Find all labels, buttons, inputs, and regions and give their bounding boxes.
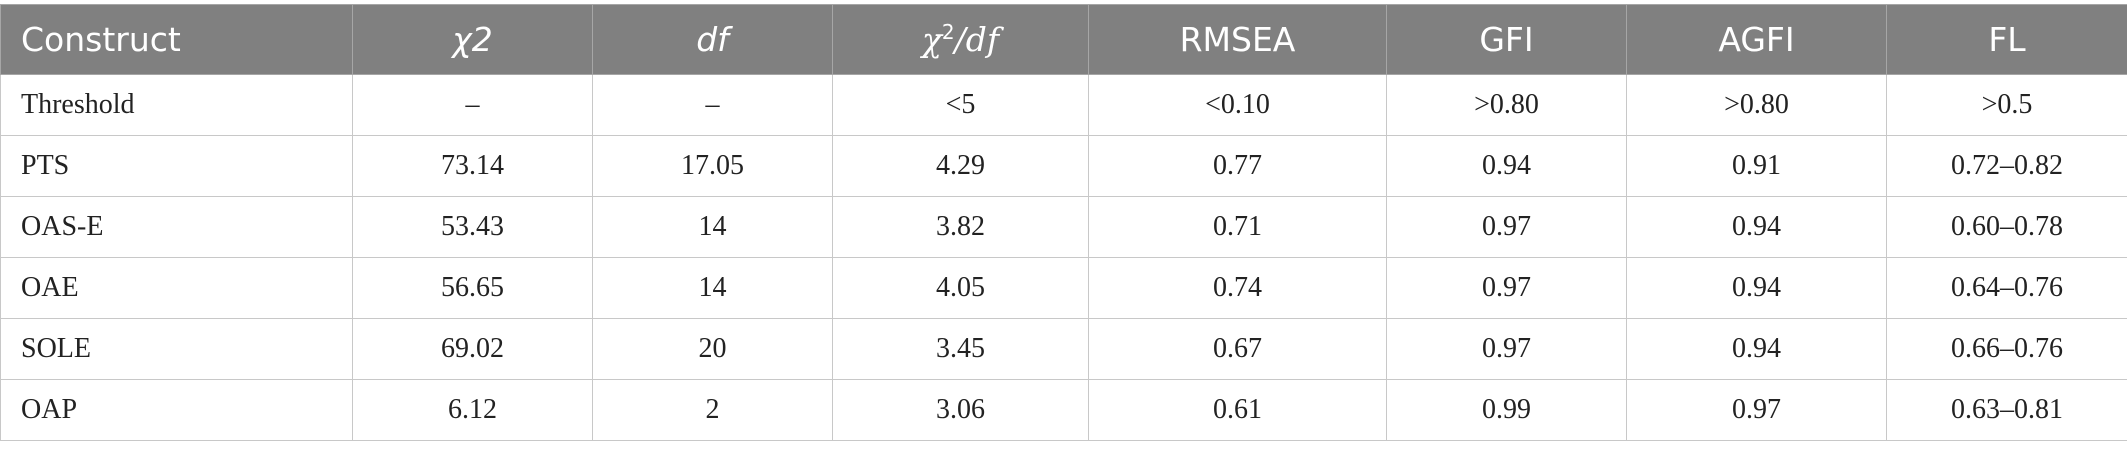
header-fl: FL [1886, 4, 2127, 75]
header-chi2-df-rest: /df [954, 20, 1000, 59]
header-construct: Construct [0, 4, 353, 75]
header-agfi: AGFI [1626, 4, 1887, 75]
cell-chi2-df: 4.29 [832, 135, 1089, 197]
cell-rmsea: 0.77 [1088, 135, 1387, 197]
cell-chi2-df: 4.05 [832, 257, 1089, 319]
cell-rmsea: 0.61 [1088, 379, 1387, 441]
table-row: OAS-E 53.43 14 3.82 0.71 0.97 0.94 0.60–… [0, 196, 2127, 258]
cell-construct: OAP [0, 379, 353, 441]
cell-rmsea: <0.10 [1088, 74, 1387, 136]
header-df: df [592, 4, 833, 75]
cell-fl: 0.64–0.76 [1886, 257, 2127, 319]
cell-fl: 0.60–0.78 [1886, 196, 2127, 258]
cell-chi2: 53.43 [352, 196, 593, 258]
header-rmsea: RMSEA [1088, 4, 1387, 75]
cell-chi2-df: 3.82 [832, 196, 1089, 258]
table-row: OAE 56.65 14 4.05 0.74 0.97 0.94 0.64–0.… [0, 257, 2127, 319]
cell-gfi: 0.97 [1386, 318, 1627, 380]
header-chi2-df: χ2/df [832, 4, 1089, 75]
cell-df: – [592, 74, 833, 136]
cell-chi2: 6.12 [352, 379, 593, 441]
cell-chi2-df: <5 [832, 74, 1089, 136]
cell-gfi: 0.97 [1386, 196, 1627, 258]
header-chi2: χ2 [352, 4, 593, 75]
cell-chi2: 69.02 [352, 318, 593, 380]
cell-rmsea: 0.74 [1088, 257, 1387, 319]
cell-construct: OAE [0, 257, 353, 319]
cell-df: 2 [592, 379, 833, 441]
table-row: Threshold – – <5 <0.10 >0.80 >0.80 >0.5 [0, 74, 2127, 136]
cell-construct: Threshold [0, 74, 353, 136]
table-header: Construct χ2 df χ2/df RMSEA GFI AGFI FL [0, 4, 2127, 75]
header-chi2-df-sup: 2 [941, 20, 955, 44]
cell-gfi: 0.99 [1386, 379, 1627, 441]
cell-agfi: 0.94 [1626, 257, 1887, 319]
cell-agfi: 0.91 [1626, 135, 1887, 197]
cell-gfi: 0.97 [1386, 257, 1627, 319]
cell-fl: 0.63–0.81 [1886, 379, 2127, 441]
model-fit-table: Construct χ2 df χ2/df RMSEA GFI AGFI FL … [0, 4, 2127, 441]
cell-chi2: 73.14 [352, 135, 593, 197]
header-chi2-df-chi: χ [921, 20, 942, 59]
table-row: OAP 6.12 2 3.06 0.61 0.99 0.97 0.63–0.81 [0, 379, 2127, 441]
cell-df: 14 [592, 257, 833, 319]
cell-construct: PTS [0, 135, 353, 197]
cell-chi2: 56.65 [352, 257, 593, 319]
cell-rmsea: 0.71 [1088, 196, 1387, 258]
cell-agfi: >0.80 [1626, 74, 1887, 136]
cell-construct: OAS-E [0, 196, 353, 258]
cell-chi2-df: 3.45 [832, 318, 1089, 380]
cell-agfi: 0.94 [1626, 318, 1887, 380]
cell-df: 20 [592, 318, 833, 380]
header-gfi: GFI [1386, 4, 1627, 75]
cell-fl: >0.5 [1886, 74, 2127, 136]
cell-gfi: 0.94 [1386, 135, 1627, 197]
cell-agfi: 0.94 [1626, 196, 1887, 258]
table-row: SOLE 69.02 20 3.45 0.67 0.97 0.94 0.66–0… [0, 318, 2127, 380]
cell-fl: 0.72–0.82 [1886, 135, 2127, 197]
cell-df: 17.05 [592, 135, 833, 197]
cell-fl: 0.66–0.76 [1886, 318, 2127, 380]
header-row: Construct χ2 df χ2/df RMSEA GFI AGFI FL [0, 4, 2127, 75]
cell-chi2-df: 3.06 [832, 379, 1089, 441]
table-body: Threshold – – <5 <0.10 >0.80 >0.80 >0.5 … [0, 74, 2127, 441]
cell-construct: SOLE [0, 318, 353, 380]
cell-chi2: – [352, 74, 593, 136]
table-row: PTS 73.14 17.05 4.29 0.77 0.94 0.91 0.72… [0, 135, 2127, 197]
cell-agfi: 0.97 [1626, 379, 1887, 441]
cell-gfi: >0.80 [1386, 74, 1627, 136]
cell-rmsea: 0.67 [1088, 318, 1387, 380]
cell-df: 14 [592, 196, 833, 258]
